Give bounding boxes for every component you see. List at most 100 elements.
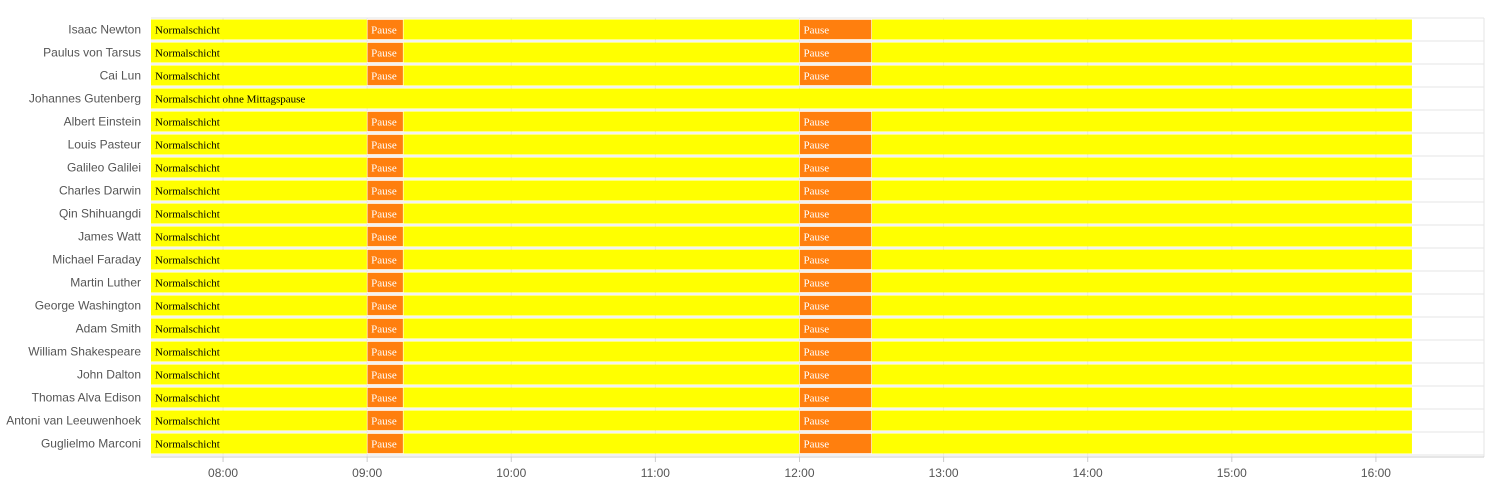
shift-bar: [151, 88, 1412, 109]
pause-bar: [366, 387, 404, 408]
pause-bar-label: Pause: [371, 232, 397, 244]
row-labels: Isaac Newton Paulus von Tarsus Cai Lun Joha…: [6, 23, 142, 451]
timeline-row: Normalschicht Pause Pause: [151, 410, 1412, 431]
pause-bar: [366, 65, 404, 86]
shift-bar: [151, 272, 1412, 293]
pause-bar: [799, 433, 872, 454]
pause-bar: [799, 134, 872, 155]
pause-bar-label: Pause: [371, 186, 397, 198]
pause-bar-label: Pause: [803, 416, 829, 428]
shift-bar: [151, 410, 1412, 431]
timeline-row: Normalschicht Pause Pause: [151, 226, 1412, 247]
pause-bar-label: Pause: [803, 232, 829, 244]
pause-bar-label: Pause: [803, 117, 829, 129]
pause-bar-label: Pause: [371, 25, 397, 37]
x-tick-label: 08:00: [208, 466, 238, 480]
shift-bar: [151, 134, 1412, 155]
pause-bar: [366, 249, 404, 270]
pause-bar-label: Pause: [803, 439, 829, 451]
shift-bar-label: Normalschicht: [155, 71, 220, 83]
timeline-row: Normalschicht Pause Pause: [151, 318, 1412, 339]
pause-bar: [799, 65, 872, 86]
pause-bar-label: Pause: [803, 25, 829, 37]
timeline-row: Normalschicht Pause Pause: [151, 387, 1412, 408]
x-tick-label: 11:00: [641, 466, 670, 480]
row-label: Qin Shihuangdi: [59, 207, 141, 221]
shift-bar-label: Normalschicht: [155, 301, 220, 313]
row-label: Louis Pasteur: [68, 138, 141, 152]
pause-bar: [366, 364, 404, 385]
x-tick-label: 10:00: [496, 466, 526, 480]
row-label: Martin Luther: [70, 276, 141, 290]
shift-bar: [151, 249, 1412, 270]
row-label: Charles Darwin: [59, 184, 141, 198]
pause-bar: [799, 410, 872, 431]
shift-bar: [151, 387, 1412, 408]
shift-bar-label: Normalschicht: [155, 347, 220, 359]
pause-bar: [799, 42, 872, 63]
row-label: Albert Einstein: [64, 115, 141, 129]
pause-bar-label: Pause: [371, 370, 397, 382]
shift-bar: [151, 65, 1412, 86]
shift-bar: [151, 295, 1412, 316]
pause-bar: [366, 203, 404, 224]
shift-bar-label: Normalschicht ohne Mittagspause: [155, 94, 305, 106]
pause-bar: [799, 387, 872, 408]
pause-bar: [799, 272, 872, 293]
x-tick-label: 15:00: [1217, 466, 1247, 480]
timeline-row: Normalschicht Pause Pause: [151, 19, 1412, 40]
pause-bar: [799, 318, 872, 339]
row-label: Johannes Gutenberg: [29, 92, 141, 106]
timeline-row: Normalschicht Pause Pause: [151, 272, 1412, 293]
row-label: Michael Faraday: [52, 253, 141, 267]
pause-bar-label: Pause: [371, 301, 397, 313]
pause-bar: [799, 295, 872, 316]
pause-bar-label: Pause: [803, 301, 829, 313]
timeline-row: Normalschicht Pause Pause: [151, 203, 1412, 224]
pause-bar-label: Pause: [803, 186, 829, 198]
timeline-row: Normalschicht Pause Pause: [151, 295, 1412, 316]
shift-bar-label: Normalschicht: [155, 186, 220, 198]
shift-bar: [151, 341, 1412, 362]
pause-bar: [366, 295, 404, 316]
x-tick-label: 16:00: [1361, 466, 1391, 480]
pause-bar-label: Pause: [371, 393, 397, 405]
pause-bar-label: Pause: [371, 255, 397, 267]
pause-bar-label: Pause: [803, 347, 829, 359]
row-label: George Washington: [35, 299, 141, 313]
shift-bar: [151, 157, 1412, 178]
shift-bar-label: Normalschicht: [155, 232, 220, 244]
pause-bar-label: Pause: [803, 370, 829, 382]
timeline-row: Normalschicht Pause Pause: [151, 341, 1412, 362]
row-label: Galileo Galilei: [67, 161, 141, 175]
row-label: James Watt: [78, 230, 142, 244]
timeline-row: Normalschicht Pause Pause: [151, 157, 1412, 178]
row-label: Thomas Alva Edison: [32, 391, 141, 405]
pause-bar-label: Pause: [803, 393, 829, 405]
shift-bar: [151, 433, 1412, 454]
x-tick-label: 13:00: [929, 466, 959, 480]
pause-bar-label: Pause: [803, 255, 829, 267]
row-label: Guglielmo Marconi: [41, 437, 141, 451]
shift-bar-label: Normalschicht: [155, 278, 220, 290]
pause-bar: [799, 180, 872, 201]
x-axis: 08:00 09:00 10:00 11:00 12:00 13:00 14:00 15:00…: [151, 456, 1484, 480]
pause-bar-label: Pause: [371, 140, 397, 152]
timeline-row: Normalschicht Pause Pause: [151, 134, 1412, 155]
row-label: John Dalton: [77, 368, 141, 382]
pause-bar-label: Pause: [371, 324, 397, 336]
pause-bar: [366, 19, 404, 40]
pause-bar: [366, 134, 404, 155]
pause-bar: [799, 111, 872, 132]
shift-bar-label: Normalschicht: [155, 439, 220, 451]
shift-bar: [151, 318, 1412, 339]
shift-bar-label: Normalschicht: [155, 255, 220, 267]
pause-bar: [366, 111, 404, 132]
timeline-row: Normalschicht Pause Pause: [151, 111, 1412, 132]
pause-bar: [366, 272, 404, 293]
timeline-row: Normalschicht Pause Pause: [151, 433, 1412, 454]
shift-bar: [151, 203, 1412, 224]
shift-bar-label: Normalschicht: [155, 370, 220, 382]
row-label: Paulus von Tarsus: [43, 46, 141, 60]
